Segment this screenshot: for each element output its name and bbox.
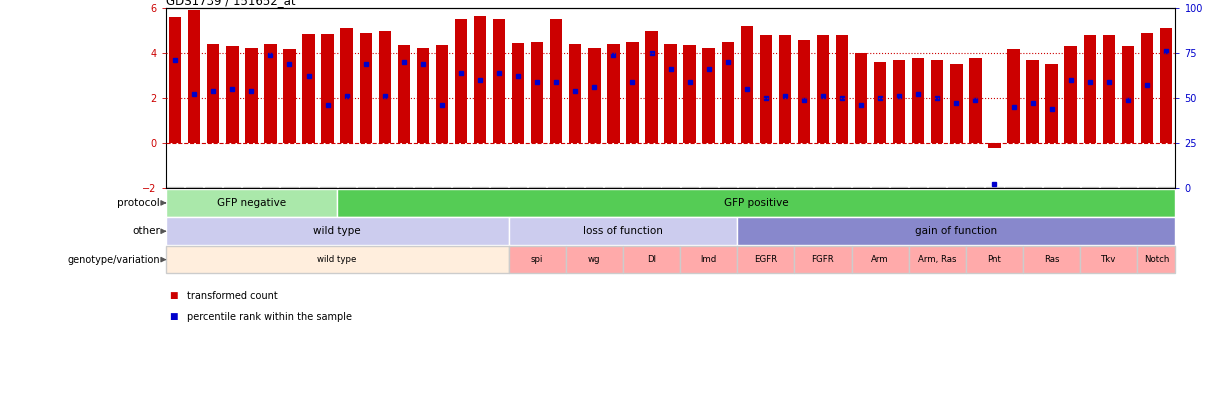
- Bar: [550, 19, 562, 143]
- Bar: [188, 11, 200, 143]
- Bar: [417, 47, 429, 143]
- Text: EGFR: EGFR: [755, 255, 778, 264]
- Bar: [836, 35, 848, 143]
- Bar: [909, 246, 966, 273]
- Bar: [566, 246, 623, 273]
- Bar: [1023, 246, 1080, 273]
- Bar: [1137, 246, 1175, 273]
- Bar: [664, 44, 677, 143]
- Bar: [436, 45, 448, 143]
- Bar: [474, 16, 486, 143]
- Text: lmd: lmd: [701, 255, 717, 264]
- Bar: [360, 33, 372, 143]
- Bar: [969, 58, 982, 143]
- Bar: [166, 246, 509, 273]
- Bar: [798, 40, 810, 143]
- Bar: [245, 47, 258, 143]
- Bar: [569, 44, 582, 143]
- Bar: [1007, 49, 1020, 143]
- Bar: [337, 189, 1175, 217]
- Text: wild type: wild type: [318, 255, 357, 264]
- Bar: [493, 19, 506, 143]
- Bar: [794, 246, 852, 273]
- Text: loss of function: loss of function: [583, 226, 663, 236]
- Bar: [760, 35, 772, 143]
- Text: GFP negative: GFP negative: [217, 198, 286, 208]
- Text: Notch: Notch: [1144, 255, 1169, 264]
- Text: percentile rank within the sample: percentile rank within the sample: [187, 312, 351, 322]
- Bar: [321, 34, 334, 143]
- Text: other: other: [133, 226, 160, 236]
- Bar: [588, 47, 600, 143]
- Bar: [683, 45, 696, 143]
- Bar: [509, 246, 566, 273]
- Bar: [912, 58, 924, 143]
- Bar: [264, 44, 276, 143]
- Bar: [737, 246, 794, 273]
- Bar: [817, 35, 829, 143]
- Bar: [966, 246, 1023, 273]
- Text: wg: wg: [588, 255, 600, 264]
- Text: Dl: Dl: [647, 255, 656, 264]
- Text: ■: ■: [169, 312, 178, 321]
- Bar: [283, 49, 296, 143]
- Bar: [379, 31, 391, 143]
- Text: genotype/variation: genotype/variation: [67, 255, 160, 264]
- Bar: [1080, 246, 1137, 273]
- Bar: [1141, 33, 1153, 143]
- Text: FGFR: FGFR: [811, 255, 834, 264]
- Text: Pnt: Pnt: [988, 255, 1001, 264]
- Bar: [1065, 47, 1077, 143]
- Bar: [893, 60, 906, 143]
- Text: protocol: protocol: [118, 198, 160, 208]
- Bar: [340, 28, 353, 143]
- Bar: [1045, 64, 1058, 143]
- Bar: [169, 17, 182, 143]
- Bar: [703, 47, 715, 143]
- Text: wild type: wild type: [313, 226, 361, 236]
- Text: transformed count: transformed count: [187, 291, 277, 301]
- Bar: [779, 35, 791, 143]
- Bar: [737, 217, 1175, 245]
- Bar: [302, 34, 315, 143]
- Bar: [512, 43, 524, 143]
- Bar: [1083, 35, 1096, 143]
- Text: Arm, Ras: Arm, Ras: [918, 255, 957, 264]
- Bar: [950, 64, 962, 143]
- Bar: [852, 246, 909, 273]
- Bar: [623, 246, 680, 273]
- Bar: [607, 44, 620, 143]
- Bar: [1160, 28, 1172, 143]
- Text: GFP positive: GFP positive: [724, 198, 789, 208]
- Text: Ras: Ras: [1044, 255, 1059, 264]
- Bar: [855, 53, 867, 143]
- Bar: [207, 44, 220, 143]
- Bar: [988, 143, 1001, 148]
- Bar: [721, 42, 734, 143]
- Text: Arm: Arm: [871, 255, 888, 264]
- Bar: [509, 217, 737, 245]
- Bar: [680, 246, 737, 273]
- Bar: [626, 42, 638, 143]
- Bar: [741, 26, 753, 143]
- Bar: [874, 62, 886, 143]
- Bar: [531, 42, 544, 143]
- Bar: [166, 217, 509, 245]
- Bar: [931, 60, 944, 143]
- Bar: [1026, 60, 1039, 143]
- Bar: [455, 19, 467, 143]
- Text: GDS1739 / 151652_at: GDS1739 / 151652_at: [166, 0, 296, 7]
- Text: Tkv: Tkv: [1101, 255, 1117, 264]
- Bar: [226, 47, 238, 143]
- Bar: [645, 31, 658, 143]
- Text: ■: ■: [169, 291, 178, 300]
- Bar: [1103, 35, 1115, 143]
- Bar: [1121, 47, 1134, 143]
- Text: spi: spi: [531, 255, 544, 264]
- Bar: [398, 45, 410, 143]
- Bar: [166, 189, 337, 217]
- Text: gain of function: gain of function: [915, 226, 998, 236]
